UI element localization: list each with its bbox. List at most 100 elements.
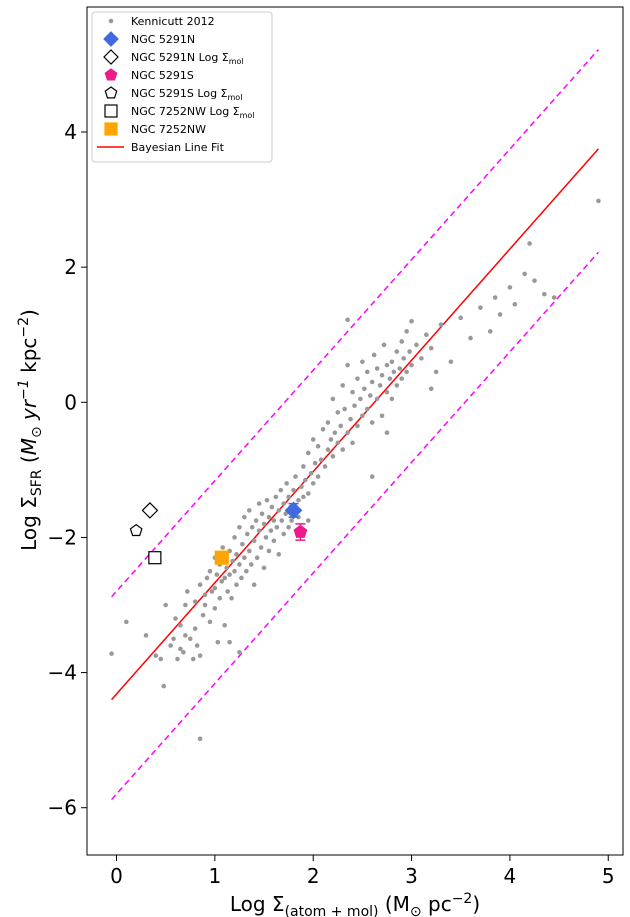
legend-label: Kennicutt 2012: [131, 15, 215, 28]
kennicutt-point: [153, 653, 159, 658]
kennicutt-point: [256, 501, 262, 506]
kennicutt-point: [362, 386, 367, 392]
kennicutt-point: [190, 656, 196, 662]
kennicutt-point: [293, 474, 298, 479]
kennicutt-point: [212, 585, 218, 591]
kennicutt-point: [369, 474, 375, 479]
kennicutt-point: [192, 599, 198, 604]
kennicutt-point: [158, 656, 164, 662]
kennicutt-point: [419, 356, 424, 361]
kennicutt-point: [394, 349, 400, 354]
kennicutt-point: [335, 410, 341, 415]
kennicutt-point: [279, 518, 285, 523]
kennicutt-point: [409, 318, 414, 324]
ngc5291s-marker: [293, 524, 308, 538]
kennicutt-point: [259, 511, 265, 517]
kennicutt-point: [173, 616, 178, 621]
kennicutt-point: [202, 592, 208, 598]
y-axis-title: Log ΣSFR (M⊙ yr−1 kpc−2): [16, 309, 45, 551]
kennicutt-point: [171, 636, 176, 642]
kennicutt-point: [438, 322, 444, 327]
kennicutt-point: [358, 396, 363, 402]
kennicutt-point: [286, 494, 291, 500]
kennicutt-point: [596, 198, 601, 204]
kennicutt-point: [161, 683, 167, 689]
kennicutt-point: [207, 619, 213, 625]
kennicutt-point: [143, 633, 149, 638]
kennicutt-point: [215, 639, 221, 645]
legend-items: Kennicutt 2012 NGC 5291N NGC 5291N Log Σmo…: [97, 15, 255, 154]
kennicutt-point: [374, 396, 380, 402]
kennicutt-point: [492, 295, 498, 300]
kennicutt-point: [397, 366, 403, 371]
kennicutt-point: [478, 305, 483, 310]
kennicutt-point: [229, 595, 234, 601]
kennicutt-point: [389, 396, 395, 402]
kennicutt-point: [367, 393, 373, 398]
kennicutt-point: [399, 339, 405, 344]
kennicutt-point: [256, 528, 262, 533]
kennicutt-point: [301, 464, 306, 469]
kennicutt-point: [222, 622, 227, 628]
kennicutt-point: [371, 352, 377, 358]
kennicutt-point: [283, 511, 288, 517]
lower-bound-line: [111, 251, 599, 801]
y-tick-label: 4: [64, 120, 77, 144]
kennicutt-point: [399, 376, 405, 381]
kennicutt-point: [185, 589, 190, 594]
kennicutt-point: [281, 501, 286, 506]
kennicutt-point: [124, 619, 129, 625]
ngc5291n-mol-marker: [141, 502, 159, 519]
kennicutt-point: [197, 736, 203, 742]
kennicutt-point: [251, 582, 257, 588]
kennicutt-point: [551, 295, 557, 300]
kennicutt-point: [225, 589, 230, 594]
kennicutt-point: [487, 329, 493, 334]
kennicutt-point: [330, 454, 336, 459]
kennicutt-point: [305, 491, 311, 496]
kennicutt-point: [163, 602, 168, 608]
kennicutt-point: [284, 481, 289, 486]
kennicutt-point: [276, 552, 282, 557]
y-tick-label: −2: [48, 525, 77, 549]
kennicutt-point: [377, 383, 383, 388]
kennicutt-point: [340, 383, 346, 388]
kennicutt-point: [234, 552, 239, 557]
kennicutt-point: [289, 518, 294, 523]
kennicutt-point: [245, 531, 250, 537]
kennicutt-point: [273, 494, 279, 500]
kennicutt-point: [197, 653, 203, 658]
kennicutt-point: [325, 420, 331, 425]
kennicutt-point: [239, 575, 244, 581]
legend-label: NGC 7252NW Log Σmol: [131, 105, 255, 120]
kennicutt-point: [350, 389, 355, 395]
kennicutt-point: [428, 345, 434, 351]
kennicutt-point: [222, 575, 227, 581]
x-tick-label: 5: [602, 864, 615, 888]
kennicutt-point: [342, 406, 347, 412]
kennicutt-point: [497, 312, 503, 317]
kennicutt-point: [374, 366, 380, 371]
kennicutt-point: [263, 535, 269, 540]
kennicutt-point: [458, 315, 464, 321]
kennicutt-point: [299, 484, 304, 490]
kennicutt-point: [237, 562, 242, 567]
kennicutt-point: [242, 514, 247, 520]
kennicutt-point: [532, 278, 537, 283]
kennicutt-point: [318, 457, 324, 463]
kennicutt-point: [261, 565, 267, 571]
kennicutt-point: [387, 376, 393, 381]
legend-marker: [104, 86, 118, 99]
legend-marker: [104, 104, 118, 118]
kennicutt-point: [269, 504, 275, 510]
kennicutt-point: [433, 369, 439, 375]
kennicutt-point: [424, 332, 429, 338]
kennicutt-point: [381, 342, 387, 348]
bayesian-fit-line: [111, 148, 599, 701]
kennicutt-point: [391, 369, 397, 375]
kennicutt-point: [214, 572, 220, 577]
kennicutt-point: [237, 524, 242, 530]
kennicutt-point: [237, 649, 242, 655]
kennicutt-point: [240, 541, 245, 547]
